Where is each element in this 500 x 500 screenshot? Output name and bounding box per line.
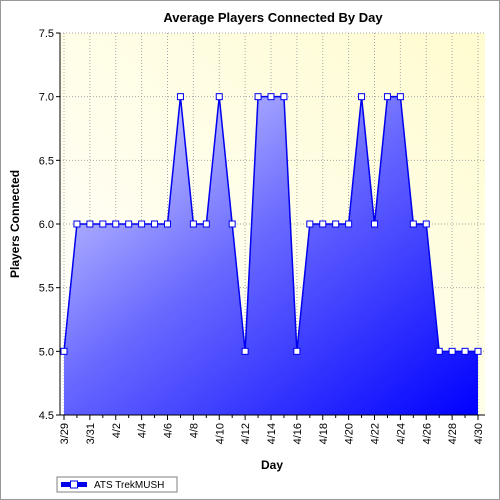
legend-series-label: ATS TrekMUSH: [94, 480, 164, 491]
data-point: [358, 93, 366, 101]
y-tick-label: 5.5: [39, 283, 54, 295]
data-point: [474, 347, 482, 355]
data-point: [86, 220, 94, 228]
data-point: [202, 220, 210, 228]
legend-box: [56, 476, 178, 493]
data-point: [241, 347, 249, 355]
x-tick-label: 4/6: [163, 423, 175, 438]
x-tick-label: 4/14: [266, 423, 278, 444]
y-tick-label: 5.0: [39, 346, 54, 358]
x-tick-label: 4/4: [137, 423, 149, 438]
x-tick-label: 4/8: [188, 423, 200, 438]
data-point: [319, 220, 327, 228]
data-point: [293, 347, 301, 355]
data-point: [435, 347, 443, 355]
data-point: [383, 93, 391, 101]
data-point: [345, 220, 353, 228]
data-point: [176, 93, 184, 101]
data-point: [99, 220, 107, 228]
y-tick-label: 6.0: [39, 219, 54, 231]
data-point: [138, 220, 146, 228]
y-axis-label: Players Connected: [8, 170, 22, 278]
x-tick-label: 4/26: [421, 423, 433, 444]
y-tick-label: 7.0: [39, 92, 54, 104]
data-point: [125, 220, 133, 228]
data-point: [112, 220, 120, 228]
data-point: [461, 347, 469, 355]
data-point: [396, 93, 404, 101]
x-tick-label: 3/31: [85, 423, 97, 444]
series-area-fill: [64, 96, 478, 416]
x-tick-label: 4/30: [473, 423, 485, 444]
data-point: [189, 220, 197, 228]
data-point: [422, 220, 430, 228]
data-point: [151, 220, 159, 228]
legend: ATS TrekMUSH: [56, 476, 178, 493]
data-point: [215, 93, 223, 101]
x-tick-label: 4/2: [111, 423, 123, 438]
chart-title: Average Players Connected By Day: [163, 10, 383, 25]
x-axis-ticks: 3/29 3/31 4/2 4/4 4/6 4/8 4/10 4/12 4/14 4/16 4/18…: [59, 415, 485, 444]
data-point: [164, 220, 171, 228]
data-point: [280, 93, 288, 101]
data-point: [267, 93, 275, 101]
data-point: [254, 93, 262, 101]
data-point: [228, 220, 236, 228]
y-tick-label: 7.5: [39, 28, 54, 40]
x-tick-label: 4/24: [395, 423, 407, 444]
data-point: [73, 220, 81, 228]
data-point: [371, 220, 378, 228]
x-tick-label: 4/12: [240, 423, 252, 444]
data-point: [306, 220, 314, 228]
data-point: [60, 347, 68, 355]
y-tick-label: 6.5: [39, 155, 54, 167]
y-tick-label: 4.5: [39, 410, 54, 422]
x-tick-label: 4/18: [318, 423, 330, 444]
x-tick-label: 4/16: [292, 423, 304, 444]
x-tick-label: 4/10: [214, 423, 226, 444]
series-area: [60, 93, 482, 416]
y-axis-ticks: 4.5 5.0 5.5 6.0 6.5 7.0 7.5: [39, 28, 60, 422]
legend-swatch-marker: [70, 480, 78, 489]
x-tick-label: 4/20: [344, 423, 356, 444]
x-tick-label: 3/29: [59, 423, 71, 444]
data-point: [332, 220, 340, 228]
x-axis-label: Day: [261, 458, 283, 472]
x-tick-label: 4/22: [370, 423, 382, 444]
data-point: [448, 347, 456, 355]
x-tick-label: 4/28: [447, 423, 459, 444]
data-point: [409, 220, 417, 228]
